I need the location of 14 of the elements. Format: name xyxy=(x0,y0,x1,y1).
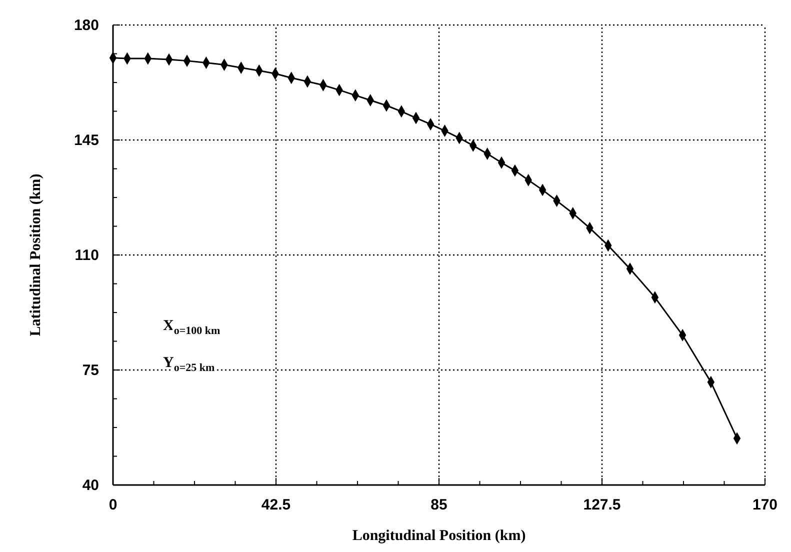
x-tick-label: 42.5 xyxy=(261,496,291,514)
y-tick-label: 180 xyxy=(74,16,99,34)
y-tick-label: 110 xyxy=(74,246,99,264)
x-axis-title: Longitudinal Position (km) xyxy=(352,528,526,544)
x-tick-label: 170 xyxy=(752,496,778,514)
x-tick-label: 0 xyxy=(108,496,118,514)
annotation: X$_{o=100 km}$ xyxy=(163,318,220,337)
y-tick-label: 75 xyxy=(82,362,99,379)
x-tick-label: 127.5 xyxy=(583,496,621,514)
x-tick-label: 85 xyxy=(430,496,448,514)
y-tick-label: 40 xyxy=(82,476,99,494)
y-tick-label: 145 xyxy=(74,132,99,149)
annotation: Y$_{o=25 km}$ xyxy=(163,355,215,374)
y-axis-title: Latitudinal Position (km) xyxy=(28,174,44,336)
